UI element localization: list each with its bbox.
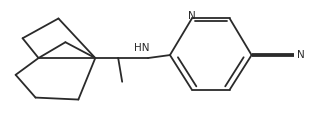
Text: N: N xyxy=(188,11,196,21)
Text: N: N xyxy=(297,50,305,60)
Text: HN: HN xyxy=(134,43,150,53)
